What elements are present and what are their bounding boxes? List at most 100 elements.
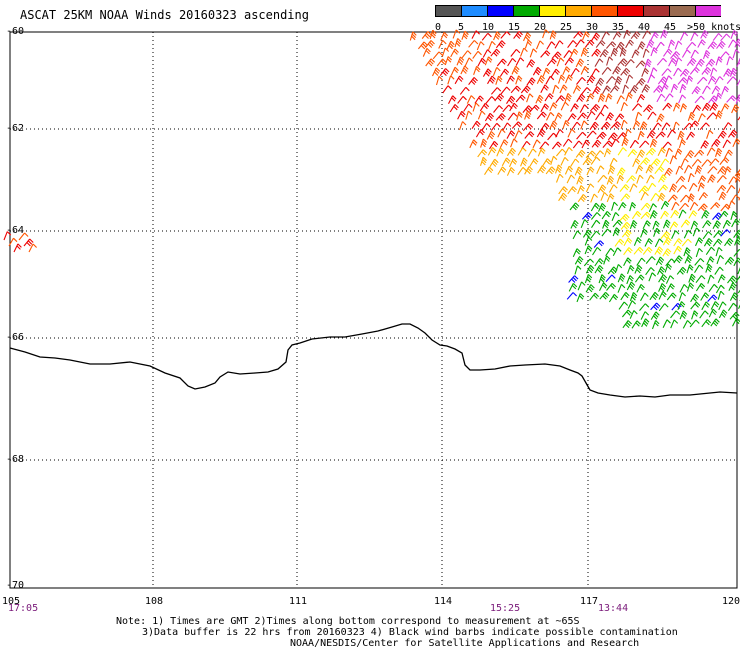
wind-barb: [603, 148, 612, 158]
wind-barb: [610, 121, 622, 129]
wind-barb: [585, 264, 595, 274]
wind-barb: [697, 113, 706, 123]
wind-barb: [669, 221, 679, 230]
wind-barb: [666, 283, 675, 292]
wind-barb: [567, 128, 576, 138]
wind-barb: [524, 131, 535, 139]
wind-barb: [614, 264, 623, 274]
wind-barb: [457, 110, 466, 120]
wind-barb: [636, 284, 645, 293]
wind-barb: [674, 57, 683, 67]
wind-barb: [660, 29, 668, 39]
wind-barb: [679, 31, 689, 41]
wind-barb: [13, 243, 22, 253]
wind-barb: [409, 31, 417, 41]
wind-barb: [647, 111, 657, 120]
wind-barb: [537, 165, 547, 174]
wind-barb: [678, 94, 687, 104]
wind-barb: [717, 130, 727, 139]
wind-barb: [682, 320, 692, 329]
wind-barb: [620, 193, 631, 202]
wind-barb: [601, 66, 612, 75]
wind-barb: [570, 103, 579, 112]
wind-barb: [562, 138, 573, 147]
wind-barb: [668, 57, 677, 67]
wind-barb: [536, 75, 545, 84]
wind-barb: [591, 48, 601, 57]
wind-barb: [657, 147, 666, 156]
wind-barb: [656, 57, 667, 66]
wind-barb: [719, 51, 730, 60]
wind-barb: [689, 66, 700, 75]
wind-barb: [584, 236, 593, 246]
wind-barb: [595, 40, 606, 48]
wind-barb: [485, 96, 496, 104]
wind-barb: [648, 272, 657, 282]
wind-barb: [509, 158, 518, 168]
wind-barb: [567, 186, 577, 195]
wind-barb: [661, 68, 672, 76]
wind-barb: [661, 141, 672, 150]
wind-barb: [481, 122, 491, 132]
wind-barb: [461, 30, 469, 40]
wind-barb: [662, 248, 672, 257]
wind-barb: [729, 67, 738, 77]
wind-barb: [641, 318, 650, 328]
wind-barb: [700, 292, 710, 301]
wind-barb: [566, 174, 575, 184]
wind-barb: [585, 284, 595, 293]
wind-barb: [692, 227, 701, 237]
wind-barb: [715, 284, 725, 294]
wind-barb: [468, 77, 478, 86]
wind-barb: [709, 158, 720, 167]
wind-barb: [646, 130, 656, 139]
wind-barb: [614, 238, 625, 247]
wind-barb: [718, 191, 727, 201]
wind-barb: [584, 245, 593, 255]
wind-barb: [677, 130, 685, 140]
wind-barb: [678, 138, 686, 149]
wind-barb: [629, 292, 638, 302]
wind-barb: [579, 104, 589, 113]
wind-barb: [558, 192, 568, 202]
pass-time-label: 17:05: [8, 603, 39, 614]
wind-barb: [506, 75, 515, 85]
wind-barb: [582, 31, 590, 41]
wind-barb: [658, 174, 667, 183]
wind-barb: [497, 128, 506, 138]
wind-barb: [629, 220, 638, 229]
wind-barb: [726, 76, 737, 84]
wind-barb: [706, 129, 714, 139]
wind-barb: [629, 310, 638, 319]
wind-barb: [555, 129, 564, 138]
wind-barb: [728, 39, 737, 48]
wind-barb: [640, 211, 651, 220]
wind-barb: [690, 293, 700, 303]
wind-barb: [714, 76, 724, 85]
wind-barb: [486, 131, 496, 140]
wind-barb: [686, 75, 694, 85]
wind-barb: [678, 202, 689, 211]
wind-barb: [702, 85, 711, 95]
wind-barb: [659, 158, 670, 167]
wind-barb: [450, 66, 459, 76]
wind-barb: [495, 113, 506, 121]
wind-barb: [718, 309, 728, 319]
wind-barb: [586, 130, 597, 139]
wind-barb: [593, 240, 605, 248]
antarctic-coastline: [9, 323, 738, 398]
wind-barb: [599, 49, 609, 58]
wind-barb: [529, 104, 540, 113]
wind-barb: [733, 248, 740, 257]
wind-barb: [476, 41, 485, 51]
colorbar-label: 40: [638, 22, 651, 33]
wind-barb: [507, 112, 518, 121]
wind-barb: [463, 103, 473, 112]
wind-barb: [450, 48, 459, 58]
colorbar-swatch: [513, 5, 539, 17]
wind-barb: [631, 210, 642, 220]
wind-barb: [591, 139, 602, 148]
pass-time-label: 13:44: [598, 603, 629, 614]
footnote-line-3: NOAA/NESDIS/Center for Satellite Applica…: [290, 638, 640, 649]
wind-barb: [580, 87, 591, 95]
